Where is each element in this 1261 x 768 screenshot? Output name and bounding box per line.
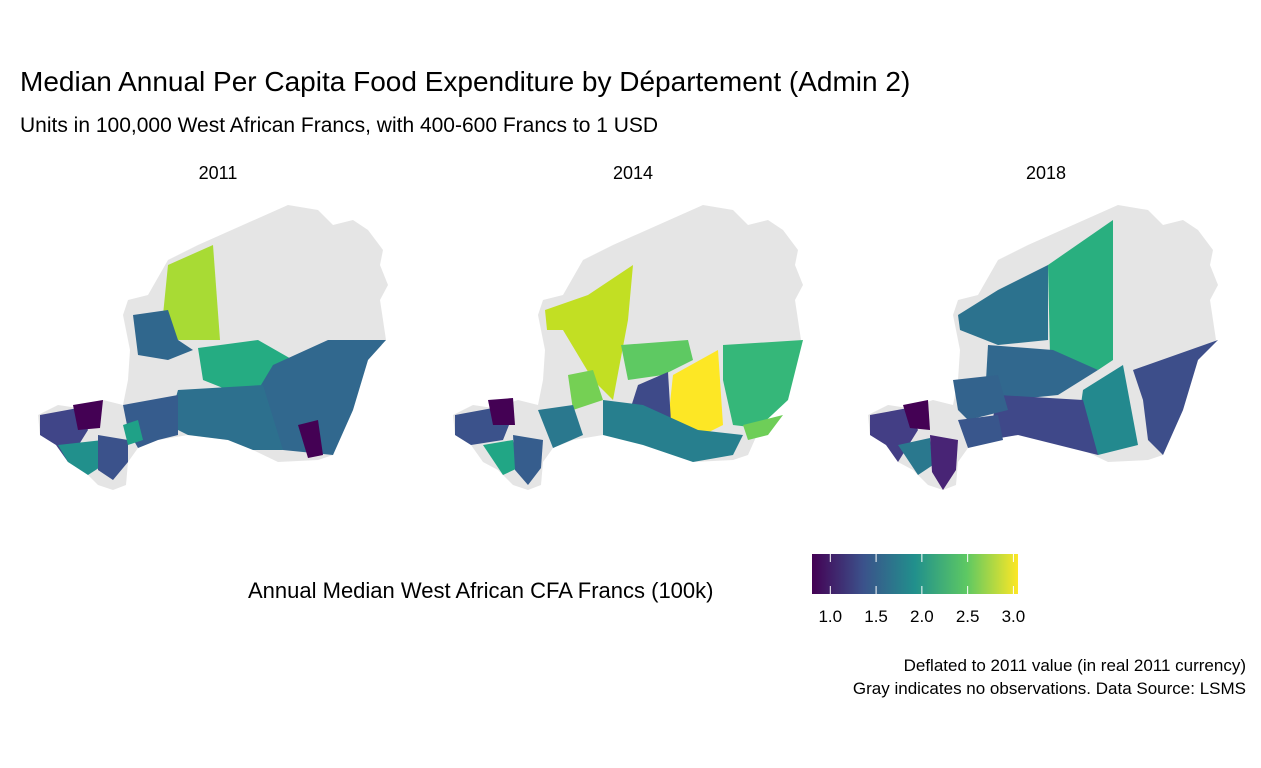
panel-label-2014: 2014 — [612, 163, 654, 183]
region-diffa — [1133, 340, 1218, 455]
region-maradi — [988, 395, 1098, 455]
region-dosso-south — [98, 435, 128, 480]
caption-line-2: Gray indicates no observations. Data Sou… — [852, 679, 1246, 698]
legend-tick-label: 2.0 — [910, 607, 934, 626]
region-niamey-core — [488, 398, 515, 425]
region-tillaberi — [953, 375, 1008, 420]
region-maradi-center — [123, 420, 143, 445]
niger-map-2014 — [453, 205, 803, 490]
region-tahoua-north — [163, 245, 220, 340]
region-maradi-center — [538, 405, 583, 448]
legend-colorbar — [812, 554, 1018, 594]
region-tillaberi-north — [133, 310, 193, 360]
caption: Deflated to 2011 value (in real 2011 cur… — [853, 654, 1246, 700]
region-zinder — [1078, 365, 1138, 455]
legend-tick-label: 3.0 — [1001, 607, 1026, 626]
region-tahoua-south — [568, 370, 603, 410]
region-dosso — [898, 438, 933, 475]
region-agadez-east — [1048, 220, 1113, 370]
region-south-center — [958, 415, 1003, 448]
legend-tick-label: 2.5 — [955, 607, 980, 626]
region-zinder-east — [298, 420, 323, 458]
region-zinder — [168, 385, 283, 450]
region-zinder-north — [668, 350, 723, 435]
region-niamey-core — [903, 400, 930, 430]
region-diffa — [248, 340, 386, 455]
region-tahoua — [986, 345, 1098, 400]
chart-subtitle: Units in 100,000 West African Francs, wi… — [20, 114, 659, 137]
legend-gradient — [812, 554, 1018, 594]
legend-tick-label: 1.0 — [818, 607, 843, 626]
niger-map-2018 — [868, 205, 1218, 490]
chart-title: Median Annual Per Capita Food Expenditur… — [20, 66, 911, 97]
legend-tickmarks — [829, 554, 1014, 594]
region-niamey-core — [73, 400, 103, 430]
legend-tick-label: 1.5 — [864, 607, 888, 626]
region-zinder-south — [603, 400, 743, 462]
region-tillaberi-north — [545, 265, 633, 400]
region-east-strip — [743, 415, 783, 440]
region-dosso-south — [513, 435, 543, 485]
region-agadez-west — [958, 265, 1048, 345]
legend-title: Annual Median West African CFA Francs (1… — [248, 578, 714, 603]
panel-label-2018: 2018 — [1025, 163, 1067, 183]
panel-label-2011: 2011 — [198, 163, 238, 183]
region-dosso — [58, 440, 108, 475]
region-tahoua — [621, 340, 693, 380]
region-dosso-south — [930, 435, 958, 490]
region-diffa — [723, 340, 803, 428]
region-dosso — [483, 440, 518, 475]
niger-map-2011 — [38, 205, 388, 490]
caption-line-1: Deflated to 2011 value (in real 2011 cur… — [903, 656, 1246, 675]
